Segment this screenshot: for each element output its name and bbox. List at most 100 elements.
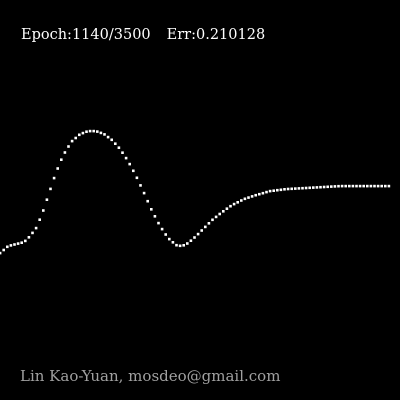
curve-point [2, 248, 5, 252]
curve-point [376, 184, 380, 188]
curve-point [13, 243, 16, 246]
curve-point [337, 184, 340, 188]
epoch-total: 3500 [113, 27, 151, 43]
error-label: Err: [166, 27, 196, 43]
curve-point [358, 184, 362, 188]
curve-point [157, 221, 160, 225]
curve-point [6, 245, 9, 249]
curve-point [74, 136, 77, 140]
curve-point [114, 142, 117, 145]
curve-point [312, 186, 315, 189]
curve-point [240, 199, 243, 202]
curve-point [121, 151, 124, 154]
curve-point [85, 130, 88, 133]
curve-point [207, 222, 211, 225]
curve-point [322, 185, 326, 189]
curve-point [373, 184, 376, 188]
curve-point [124, 156, 128, 160]
curve-point [103, 133, 106, 136]
epoch-current: 1140 [71, 27, 109, 43]
curve-point [232, 202, 236, 206]
curve-point [304, 186, 308, 190]
curve-point [16, 242, 20, 245]
curve-point [189, 239, 193, 242]
error-value: 0.210128 [196, 27, 266, 43]
curve-point [229, 204, 232, 208]
curve-point [286, 187, 290, 191]
curve-point [196, 232, 200, 236]
curve-point [31, 231, 34, 235]
curve-point [78, 133, 81, 137]
curve-point [52, 176, 56, 180]
curve-point [168, 237, 171, 241]
curve-point [225, 207, 229, 210]
curve-point [355, 184, 358, 188]
curve-point [294, 187, 297, 190]
curve-point [279, 188, 283, 192]
curve-point [258, 192, 261, 196]
curve-point [0, 251, 2, 255]
curve-point [236, 201, 239, 204]
curve-point [139, 184, 142, 187]
curve-point [117, 146, 121, 149]
curve-point [333, 185, 337, 188]
curve-point [106, 135, 110, 139]
curve-point [27, 236, 31, 239]
fitted-curve-dots [0, 129, 391, 255]
curve-point [135, 176, 139, 180]
epoch-label: Epoch: [21, 27, 72, 43]
curve-point [142, 191, 146, 195]
curve-point [153, 215, 157, 218]
curve-point [211, 218, 214, 222]
curve-point [182, 244, 185, 247]
curve-point [272, 189, 275, 192]
curve-point [146, 199, 149, 203]
curve-point [254, 193, 257, 197]
curve-point [290, 187, 293, 191]
curve-point [56, 167, 59, 170]
curve-point [330, 185, 333, 188]
curve-point [250, 195, 254, 198]
curve-point [362, 184, 365, 188]
curve-point [186, 242, 189, 245]
curve-point [49, 187, 52, 191]
curve-point [175, 243, 178, 247]
curve-point [218, 212, 221, 216]
curve-point [243, 197, 247, 201]
curve-point [160, 227, 164, 231]
curve-point [9, 244, 13, 247]
curve-point [301, 186, 304, 190]
curve-point [60, 158, 63, 161]
curve-point [380, 184, 383, 188]
curve-point [315, 186, 319, 189]
curve-point [67, 145, 70, 148]
curve-point [268, 189, 272, 193]
curve-point [92, 129, 95, 133]
curve-point [70, 139, 74, 143]
author-credit: Lin Kao-Yuan, mosdeo@gmail.com [20, 367, 281, 385]
curve-point [222, 210, 225, 213]
curve-point [193, 236, 196, 239]
curve-point [247, 196, 250, 199]
curve-point [20, 241, 23, 244]
curve-point [384, 184, 387, 188]
curve-point [45, 198, 49, 201]
curve-point [387, 184, 391, 188]
curve-point [348, 184, 351, 188]
curve-point [351, 184, 355, 188]
curve-point [34, 226, 38, 230]
curve-point [132, 169, 135, 173]
curve-point [283, 188, 286, 191]
curve-point [178, 244, 182, 248]
training-status: Epoch:1140/3500 Err:0.210128 [21, 27, 265, 43]
curve-point [297, 187, 301, 190]
curve-point [276, 188, 279, 192]
curve-point [344, 184, 347, 188]
curve-point [369, 184, 373, 188]
curve-point [96, 130, 99, 133]
curve-point [319, 185, 322, 189]
curve-point [204, 225, 207, 229]
curve-point [38, 218, 41, 221]
